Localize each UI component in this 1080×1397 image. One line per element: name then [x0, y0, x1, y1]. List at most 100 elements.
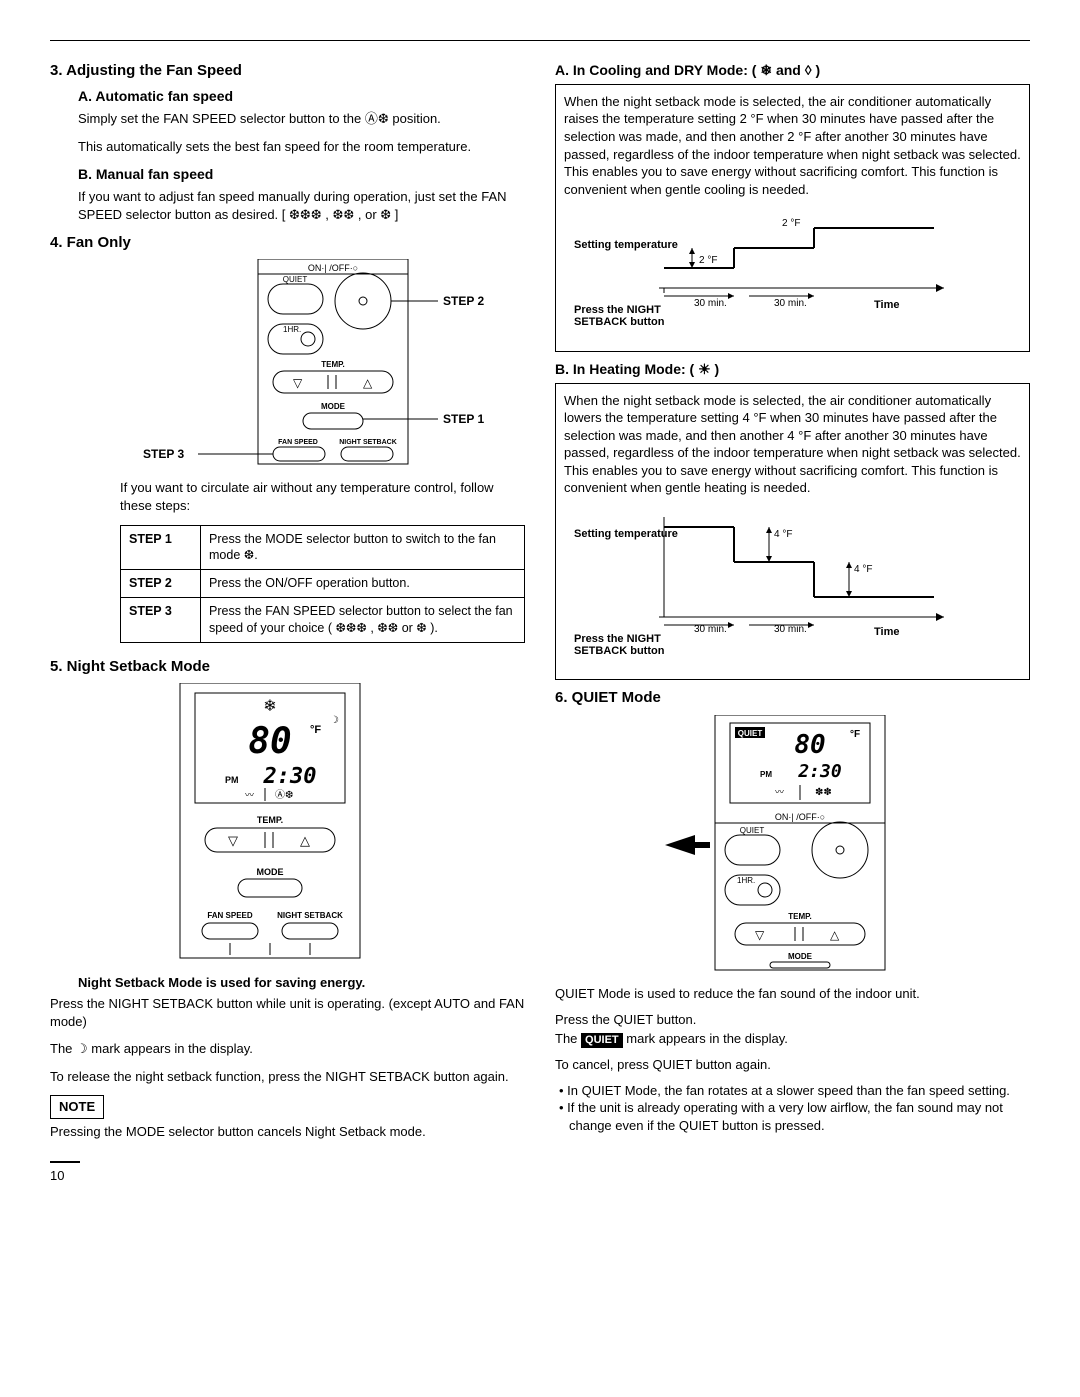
s6-p2: The QUIET mark appears in the display. — [555, 1030, 1030, 1048]
fan-icon-q: ✽✽ — [815, 787, 832, 798]
snow-icon: ❄ — [263, 698, 276, 715]
up-icon-q: △ — [830, 928, 840, 942]
d2-a: 2 °F — [782, 218, 800, 229]
moon-icon: ☽ — [330, 715, 339, 726]
heating-chart: Setting temperature 4 °F 4 °F — [564, 507, 964, 667]
f-unit: °F — [310, 724, 321, 736]
heating-box: When the night setback mode is selected,… — [555, 383, 1030, 681]
setting-temp-a: Setting temperature — [574, 239, 678, 251]
fanspeed-label: FAN SPEED — [278, 439, 318, 446]
f-unit-q: °F — [850, 729, 860, 740]
quiet-label-q: QUIET — [740, 826, 765, 835]
remote-diagram-svg: ON·| /OFF·○ QUIET 1HR. TEMP. ▽ — [138, 259, 508, 469]
t1-a: 30 min. — [694, 298, 727, 309]
up-icon: △ — [363, 376, 373, 390]
s6-p1: Press the QUIET button. — [555, 1011, 1030, 1029]
step1-head: STEP 1 — [121, 525, 201, 570]
left-column: 3. Adjusting the Fan Speed A. Automatic … — [50, 61, 525, 1141]
down-icon-q: ▽ — [755, 928, 765, 942]
down2-icon: ▽ — [228, 833, 238, 848]
s3a-body2: This automatically sets the best fan spe… — [78, 138, 525, 156]
b-box-text: When the night setback mode is selected,… — [564, 392, 1021, 497]
down-icon: ▽ — [293, 376, 303, 390]
step3-label: STEP 3 — [143, 447, 184, 461]
fan-only-diagram: ON·| /OFF·○ QUIET 1HR. TEMP. ▽ — [120, 259, 525, 469]
hr1-label-q: 1HR. — [737, 876, 755, 885]
quiet-badge: QUIET — [581, 1033, 623, 1048]
hr1-label: 1HR. — [283, 325, 301, 334]
quiet-remote-diagram: QUIET 80 °F 2:30 PM 〰 ✽✽ ON·| /OFF·○ QUI… — [655, 715, 1030, 980]
temp-value: 80 — [248, 721, 291, 762]
fanspeed-label2: FAN SPEED — [207, 911, 253, 920]
temp-label: TEMP. — [321, 360, 344, 369]
mode-label: MODE — [321, 402, 346, 411]
press-b: Press the NIGHTSETBACK button — [574, 633, 665, 657]
section-6-title: 6. QUIET Mode — [555, 688, 1030, 708]
right-b-head: B. In Heating Mode: ( ☀ ) — [555, 360, 1030, 379]
t1-b: 30 min. — [694, 624, 727, 635]
s5-p3: To release the night setback function, p… — [50, 1068, 525, 1086]
step1-label: STEP 1 — [443, 412, 484, 426]
s4-intro: If you want to circulate air without any… — [120, 479, 525, 514]
temp-label-q: TEMP. — [788, 912, 811, 921]
press-a: Press the NIGHTSETBACK button — [574, 304, 665, 328]
mode-label2: MODE — [257, 867, 284, 877]
d2-b: 4 °F — [854, 564, 872, 575]
cooling-box: When the night setback mode is selected,… — [555, 84, 1030, 352]
t2-a: 30 min. — [774, 298, 807, 309]
time-a: Time — [874, 299, 899, 311]
wave-icon: 〰 — [245, 790, 254, 800]
section-5-title: 5. Night Setback Mode — [50, 657, 525, 677]
s6-b2: • If the unit is already operating with … — [569, 1099, 1030, 1134]
onoff-label-q: ON·| /OFF·○ — [775, 812, 825, 822]
step2-body: Press the ON/OFF operation button. — [201, 570, 525, 598]
up2-icon: △ — [300, 833, 310, 848]
page-number: 10 — [50, 1161, 1030, 1185]
steps-table: STEP 1 Press the MODE selector button to… — [120, 525, 525, 643]
quiet-svg: QUIET 80 °F 2:30 PM 〰 ✽✽ ON·| /OFF·○ QUI… — [655, 715, 915, 975]
d1-b: 4 °F — [774, 529, 792, 540]
note-label: NOTE — [50, 1095, 104, 1119]
note-body: Pressing the MODE selector button cancel… — [50, 1123, 525, 1141]
s5-p1: Press the NIGHT SETBACK button while uni… — [50, 995, 525, 1030]
s5-caption: Night Setback Mode is used for saving en… — [78, 974, 525, 992]
temp-label2: TEMP. — [257, 815, 283, 825]
section-3-title: 3. Adjusting the Fan Speed — [50, 61, 525, 81]
s6-caption: QUIET Mode is used to reduce the fan sou… — [555, 985, 1030, 1003]
section-3b-head: B. Manual fan speed — [78, 165, 525, 184]
s6-p2-a: The — [555, 1031, 581, 1046]
cooling-chart: Setting temperature 2 °F 2 °F — [564, 208, 964, 338]
nightsetback-label2: NIGHT SETBACK — [277, 911, 343, 920]
step2-head: STEP 2 — [121, 570, 201, 598]
section-4-title: 4. Fan Only — [50, 233, 525, 253]
arrow-right-icon — [665, 835, 710, 855]
two-columns: 3. Adjusting the Fan Speed A. Automatic … — [50, 61, 1030, 1141]
s5-p2: The ☽ mark appears in the display. — [50, 1040, 525, 1058]
time-value-q: 2:30 — [797, 761, 842, 782]
pm-label: PM — [225, 775, 239, 785]
temp-value-q: 80 — [794, 730, 825, 760]
time-value: 2:30 — [263, 764, 317, 789]
nightsetback-label: NIGHT SETBACK — [339, 439, 397, 446]
s6-p2-b: mark appears in the display. — [626, 1031, 788, 1046]
onoff-label: ON·| /OFF·○ — [307, 263, 357, 273]
step3-body: Press the FAN SPEED selector button to s… — [201, 598, 525, 643]
step2-label: STEP 2 — [443, 294, 484, 308]
quiet-label: QUIET — [282, 275, 307, 284]
step1-body: Press the MODE selector button to switch… — [201, 525, 525, 570]
page-wrap: 3. Adjusting the Fan Speed A. Automatic … — [50, 40, 1030, 1184]
step3-head: STEP 3 — [121, 598, 201, 643]
right-column: A. In Cooling and DRY Mode: ( ❄ and ◊ ) … — [555, 61, 1030, 1141]
time-b: Time — [874, 626, 899, 638]
mode-label-q: MODE — [788, 952, 813, 961]
setback-svg: ❄ ☽ 80 °F 2:30 PM 〰 Ⓐ❆ TEMP. ▽ △ — [170, 683, 390, 963]
a-fan-icon: Ⓐ❆ — [275, 789, 293, 801]
s6-b1: • In QUIET Mode, the fan rotates at a sl… — [569, 1082, 1030, 1100]
a-box-text: When the night setback mode is selected,… — [564, 93, 1021, 198]
s3b-body: If you want to adjust fan speed manually… — [78, 188, 525, 223]
setting-temp-b: Setting temperature — [574, 528, 678, 540]
setback-remote-diagram: ❄ ☽ 80 °F 2:30 PM 〰 Ⓐ❆ TEMP. ▽ △ — [170, 683, 525, 968]
section-3a-head: A. Automatic fan speed — [78, 87, 525, 106]
s6-p3: To cancel, press QUIET button again. — [555, 1056, 1030, 1074]
s3a-body1: Simply set the FAN SPEED selector button… — [78, 110, 525, 128]
